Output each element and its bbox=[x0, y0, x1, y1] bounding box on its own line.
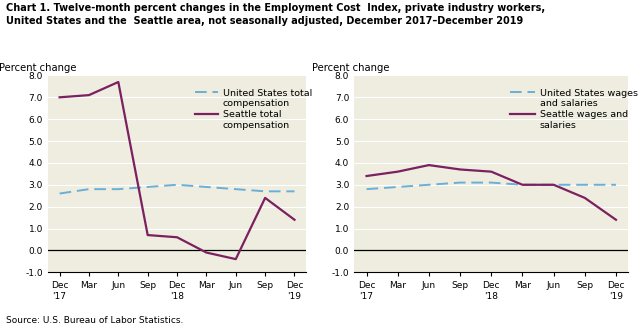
Text: United States wages
and salaries: United States wages and salaries bbox=[540, 89, 637, 108]
Text: Seattle wages and
salaries: Seattle wages and salaries bbox=[540, 111, 628, 130]
Text: Chart 1. Twelve-month percent changes in the Employment Cost  Index, private ind: Chart 1. Twelve-month percent changes in… bbox=[6, 3, 545, 27]
Text: Seattle total
compensation: Seattle total compensation bbox=[223, 111, 290, 130]
Text: United States total
compensation: United States total compensation bbox=[223, 89, 312, 108]
Text: Percent change: Percent change bbox=[0, 64, 77, 73]
Text: Percent change: Percent change bbox=[311, 64, 389, 73]
Text: Source: U.S. Bureau of Labor Statistics.: Source: U.S. Bureau of Labor Statistics. bbox=[6, 316, 184, 325]
